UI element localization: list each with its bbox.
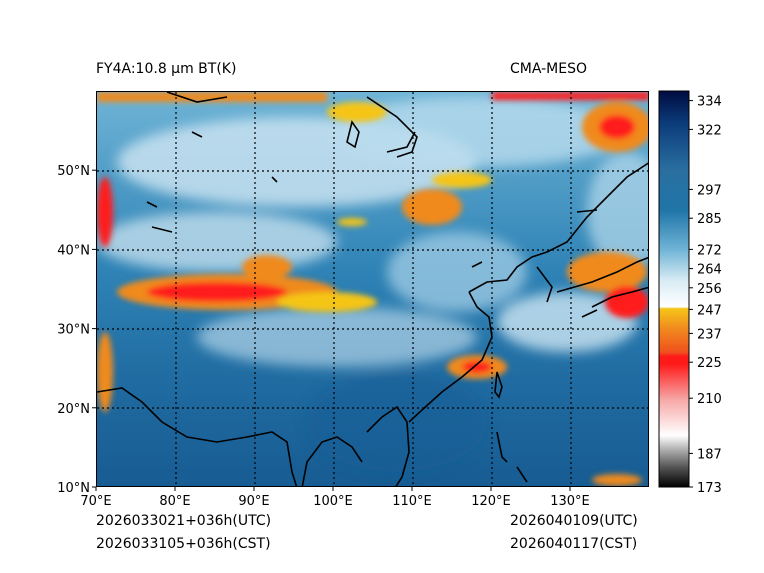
lon-tick-label: 90°E xyxy=(238,494,269,509)
lon-tick-label: 100°E xyxy=(313,494,353,509)
valid-time-utc: 2026040109(UTC) xyxy=(510,513,638,529)
coastlines xyxy=(97,92,648,486)
lon-tick-label: 110°E xyxy=(392,494,432,509)
colorbar-tick-label: 173 xyxy=(697,481,722,496)
graticule xyxy=(97,92,648,486)
colorbar-tick-label: 247 xyxy=(697,303,722,318)
lon-tick-label: 80°E xyxy=(159,494,190,509)
lat-tick-label: 40°N xyxy=(57,243,90,258)
cloud-field xyxy=(97,97,648,472)
colorbar-tick-label: 237 xyxy=(697,327,722,342)
colorbar-tick-label: 272 xyxy=(697,243,722,258)
init-time-cst: 2026033105+036h(CST) xyxy=(96,536,271,552)
lat-tick-label: 50°N xyxy=(57,164,90,179)
map-image xyxy=(97,92,648,486)
lat-tick-label: 20°N xyxy=(57,402,90,417)
model-title: CMA-MESO xyxy=(510,61,588,77)
colorbar-tick-label: 225 xyxy=(697,356,722,371)
colorbar-tick-label: 297 xyxy=(697,183,722,198)
valid-time-cst: 2026040117(CST) xyxy=(510,536,638,552)
colorbar-tick-label: 322 xyxy=(697,123,722,138)
colorbar-tick-label: 256 xyxy=(697,282,722,297)
colorbar-tick-label: 334 xyxy=(697,95,722,110)
lon-tick-label: 130°E xyxy=(550,494,590,509)
colorbar-tick-label: 285 xyxy=(697,212,722,227)
lat-tick-label: 10°N xyxy=(57,481,90,496)
lon-tick-label: 120°E xyxy=(471,494,511,509)
colorbar-tick-label: 264 xyxy=(697,263,722,278)
init-time-utc: 2026033021+036h(UTC) xyxy=(96,513,272,529)
cold-cloud-tops xyxy=(97,92,648,486)
product-title: FY4A:10.8 µm BT(K) xyxy=(96,61,237,77)
colorbar-tick-label: 210 xyxy=(697,392,722,407)
lon-tick-label: 70°E xyxy=(80,494,111,509)
colorbar-tick-label: 187 xyxy=(697,447,722,462)
lat-tick-label: 30°N xyxy=(57,323,90,338)
satellite-map xyxy=(96,91,649,487)
